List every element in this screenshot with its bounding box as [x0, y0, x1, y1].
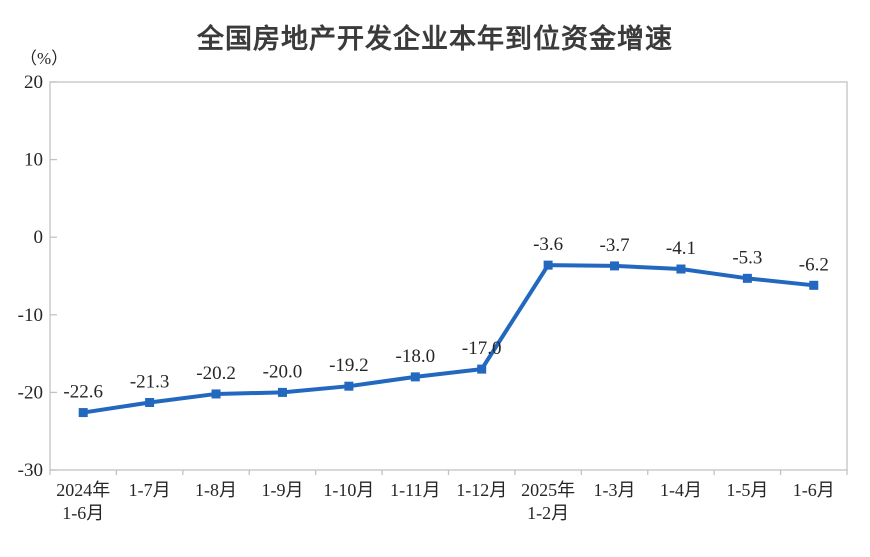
x-axis-category-label: 1-5月: [726, 480, 768, 500]
x-axis-category-label: 2025年 1-2月: [521, 480, 575, 523]
y-axis-tick-label: 0: [34, 227, 44, 248]
data-point-label: -18.0: [396, 346, 436, 367]
data-point-label: -3.6: [533, 234, 563, 255]
chart-title: 全国房地产开发企业本年到位资金增速: [197, 24, 673, 54]
data-point-label: -19.2: [329, 355, 369, 376]
data-point-marker: [410, 372, 420, 382]
y-axis-tick-label: 20: [24, 72, 43, 93]
data-point-marker: [676, 264, 686, 274]
y-axis-tick-label: 10: [24, 150, 43, 171]
y-axis-tick-label: -20: [18, 382, 43, 403]
data-point-label: -20.0: [263, 361, 303, 382]
data-point-marker: [78, 408, 88, 418]
data-point-label: -20.2: [196, 363, 236, 384]
y-axis-tick-label: -30: [18, 460, 43, 481]
x-axis-category-label: 1-3月: [594, 480, 636, 500]
data-point-marker: [344, 381, 354, 391]
x-axis-category-label: 1-9月: [261, 480, 303, 500]
data-point-label: -4.1: [666, 238, 696, 259]
data-point-label: -6.2: [799, 254, 829, 275]
data-point-marker: [477, 364, 487, 374]
data-point-label: -21.3: [130, 371, 170, 392]
data-point-marker: [809, 280, 819, 290]
data-point-marker: [145, 397, 155, 407]
x-axis-category-label: 1-7月: [129, 480, 171, 500]
data-point-label: -22.6: [63, 382, 103, 403]
data-line: [81, 263, 816, 415]
data-point-marker: [610, 261, 620, 271]
x-axis-category-label: 1-6月: [793, 480, 835, 500]
data-point-label: -3.7: [600, 235, 630, 256]
x-axis-category-label: 1-8月: [195, 480, 237, 500]
x-axis-category-label: 1-11月: [390, 480, 440, 500]
y-axis-tick-label: -10: [18, 305, 43, 326]
x-axis-category-label: 1-10月: [323, 480, 374, 500]
x-axis-category-label: 1-4月: [660, 480, 702, 500]
y-axis-unit-label: （%）: [20, 49, 69, 68]
data-point-marker: [211, 389, 221, 399]
x-axis-category-label: 1-12月: [456, 480, 507, 500]
data-point-label: -17.0: [462, 338, 502, 359]
data-point-marker: [543, 260, 553, 270]
data-point-marker: [742, 273, 752, 283]
data-point-label: -5.3: [732, 247, 762, 268]
x-axis-category-label: 2024年 1-6月: [56, 480, 110, 523]
data-point-marker: [277, 387, 287, 397]
